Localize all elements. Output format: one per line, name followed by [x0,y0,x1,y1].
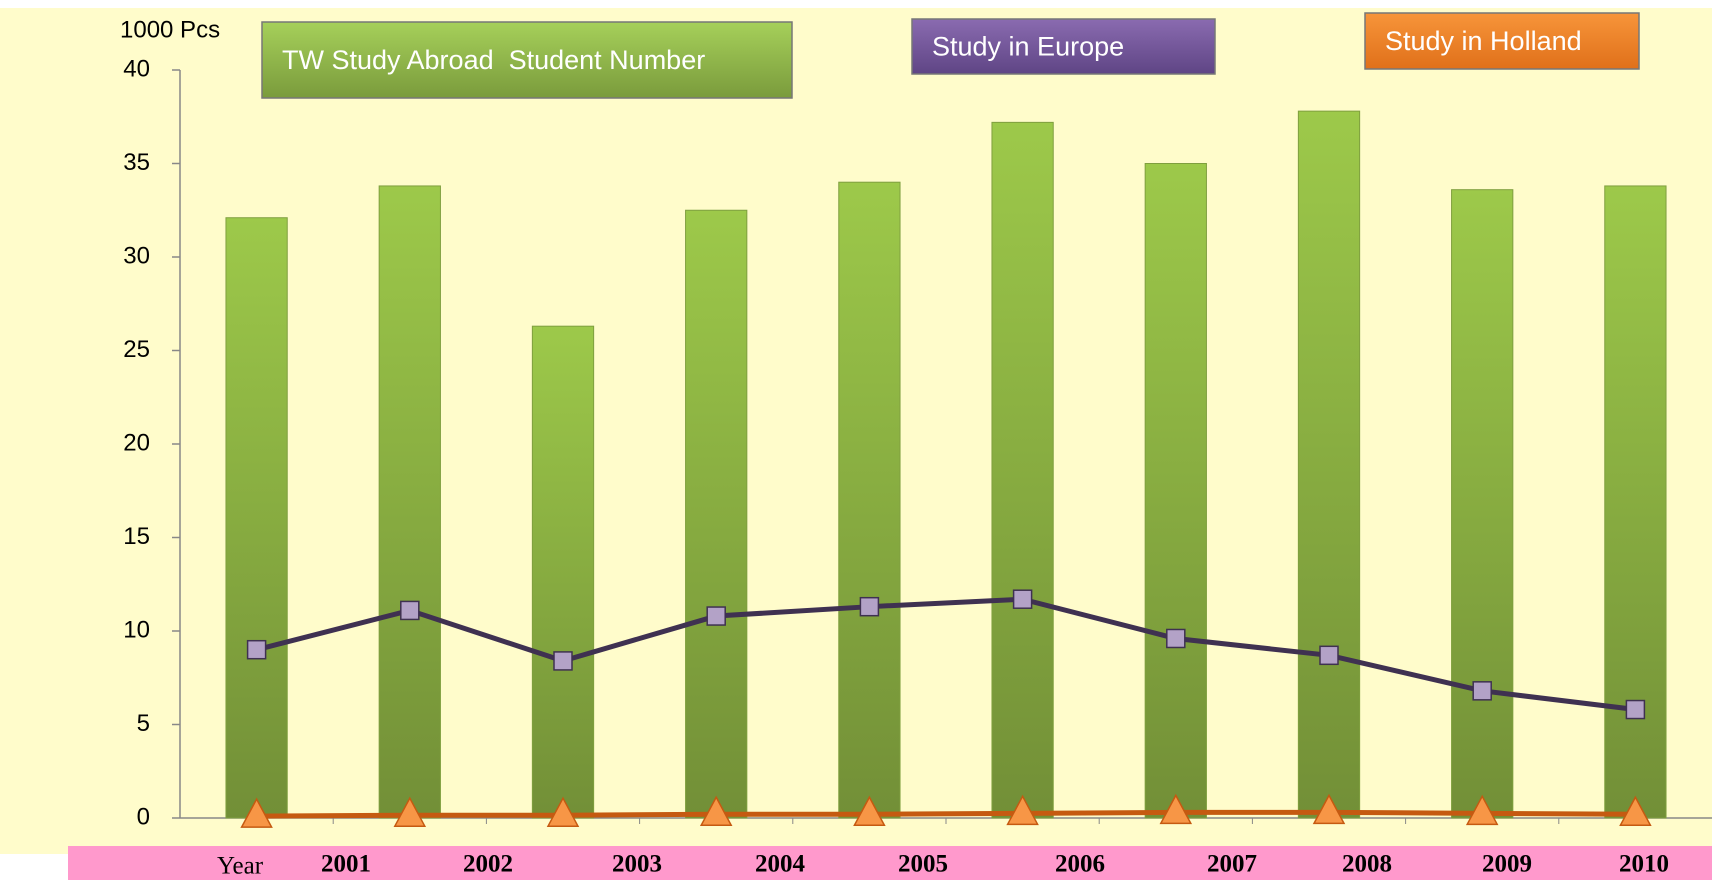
y-tick-label: 30 [123,242,150,269]
y-tick-label: 40 [123,55,150,82]
bar [1144,163,1207,819]
bar [531,325,595,819]
legend-box [1364,12,1640,70]
y-tick-label: 10 [123,616,150,643]
marker [1472,681,1492,701]
y-tick-label: 20 [123,429,150,456]
x-tick-label: 2006 [1055,851,1105,878]
marker [553,651,573,671]
marker [1159,793,1193,825]
marker [1625,699,1646,720]
bar [378,185,441,819]
x-tick-label: 2004 [755,851,806,878]
x-tick-label: 2008 [1342,851,1392,878]
x-tick-label: 2001 [321,851,371,878]
x-tick-label: 2007 [1207,851,1257,878]
line [256,809,1636,819]
marker [699,795,733,827]
bar [838,181,901,819]
y-tick-label: 25 [123,336,150,363]
marker [1619,795,1652,827]
x-tick-label: 2009 [1482,851,1532,878]
x-tick-label: 2002 [463,851,513,878]
year-strip [68,846,1712,880]
bar [225,217,288,819]
marker [1312,793,1346,825]
bar [991,121,1054,819]
bar [1451,189,1514,819]
y-tick-label: 35 [123,149,150,176]
legend-label: Study in Europe [932,32,1124,62]
y-tick-label: 15 [123,523,150,550]
marker [393,796,427,827]
legend-box [261,21,793,99]
bar [1604,185,1667,819]
marker [859,596,880,617]
line [255,596,1636,713]
marker [853,795,886,827]
marker [1006,794,1039,826]
legend-label: Study in Holland [1385,26,1582,56]
marker [546,796,580,827]
y-axis-label: 1000 Pcs [120,16,220,43]
marker [400,600,420,621]
y-tick-label: 5 [137,710,150,737]
legend-box [911,18,1216,75]
marker [706,606,726,626]
marker [240,797,273,828]
marker [1166,628,1186,649]
x-axis-label: Year [217,853,264,880]
y-tick-label: 0 [137,803,150,830]
marker [1465,794,1499,826]
marker [246,639,267,660]
x-tick-label: 2005 [898,851,948,878]
bar [1297,110,1361,819]
marker [1012,589,1033,609]
marker [1319,645,1339,666]
x-tick-label: 2010 [1619,851,1669,878]
x-tick-label: 2003 [612,851,662,878]
bar [685,209,748,819]
legend-label: TW Study Abroad Student Number [282,45,705,75]
